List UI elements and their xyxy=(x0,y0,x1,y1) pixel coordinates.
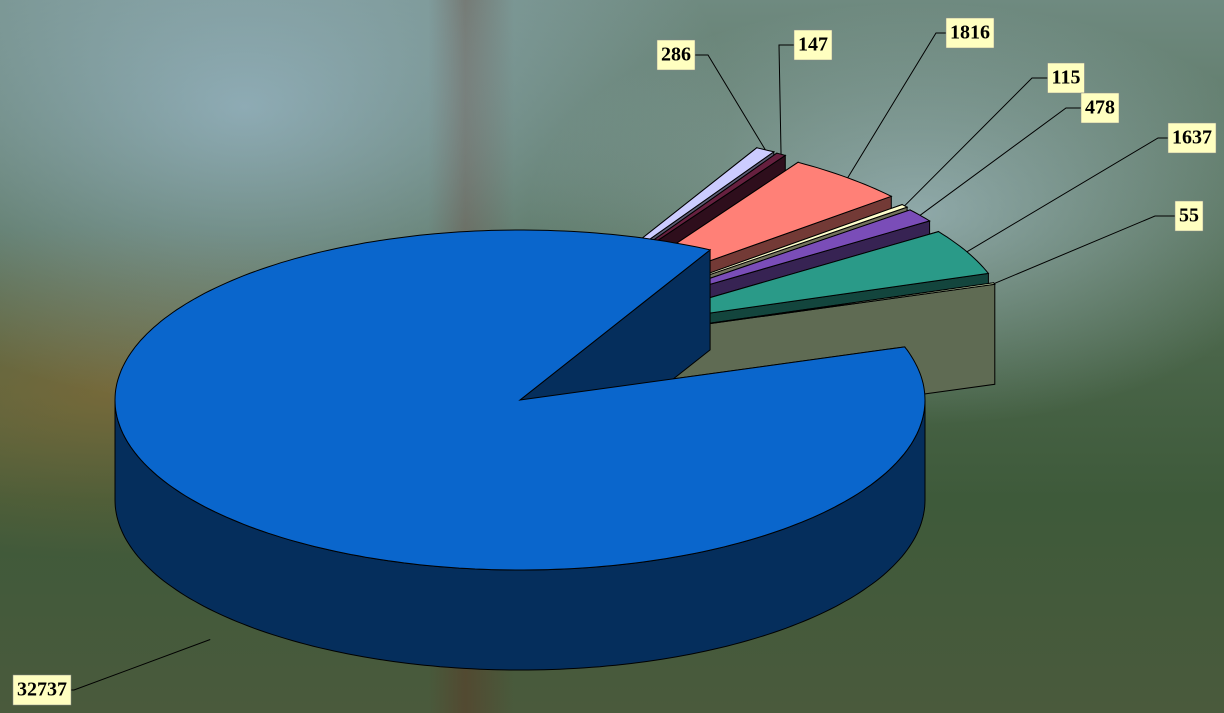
label-box xyxy=(945,17,995,49)
data-label: 32737 xyxy=(17,679,67,701)
label-box xyxy=(656,39,696,71)
leader-line xyxy=(994,215,1189,285)
data-label: 115 xyxy=(1052,67,1081,89)
label-box xyxy=(793,29,833,61)
data-label: 1816 xyxy=(950,22,990,44)
label-box xyxy=(1047,62,1085,94)
leader-line xyxy=(778,44,813,155)
label-box xyxy=(1174,200,1204,232)
label-box xyxy=(12,674,72,706)
leader-line xyxy=(847,32,970,179)
data-label: 478 xyxy=(1085,97,1115,119)
label-box xyxy=(1167,122,1217,154)
slice-top xyxy=(114,229,926,571)
data-label: 55 xyxy=(1179,205,1199,227)
data-label: 147 xyxy=(798,34,828,56)
leader-line xyxy=(966,137,1192,253)
data-label: 1637 xyxy=(1172,127,1212,149)
data-label: 286 xyxy=(661,44,691,66)
label-box xyxy=(1080,92,1120,124)
leader-line xyxy=(919,107,1100,216)
leader-line xyxy=(904,77,1066,207)
slice xyxy=(114,229,926,671)
